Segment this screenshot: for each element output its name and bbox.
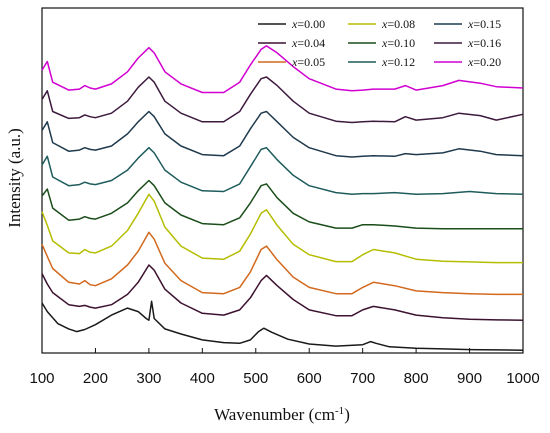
series-line-3 [41,193,523,264]
legend-label-8: x=0.20 [467,55,501,69]
x-tick-label-9: 1000 [506,370,539,387]
series-line-8 [41,45,524,94]
series-layer [41,45,524,351]
x-tick-label-3: 400 [190,370,215,387]
series-line-6 [41,110,524,158]
legend-label-4: x=0.10 [381,36,415,50]
x-tick-label-7: 800 [404,370,429,387]
legend-label-6: x=0.15 [467,17,501,31]
x-tick-label-8: 900 [457,370,482,387]
series-line-1 [41,264,524,321]
series-line-0 [41,300,524,351]
legend-label-1: x=0.04 [291,36,325,50]
series-line-7 [41,76,524,124]
legend-label-3: x=0.08 [381,17,415,31]
x-axis-title-end: ) [344,405,350,424]
legend-label-2: x=0.05 [291,55,325,69]
x-tick-label-0: 100 [29,370,54,387]
x-tick-label-1: 200 [83,370,108,387]
x-tick-label-6: 700 [350,370,375,387]
x-axis-title-main: Wavenumber (cm [214,405,335,424]
legend-label-5: x=0.12 [381,55,415,69]
x-tick-label-4: 500 [243,370,268,387]
plot-frame [41,7,524,354]
legend: x=0.00 x=0.04 x=0.05 x=0.08 x=0.10 x=0.12 x=0.… [258,17,501,69]
series-line-5 [41,146,524,196]
y-axis-title: Intensity (a.u.) [5,128,24,228]
x-axis-title: Wavenumber (cm-1) [214,405,350,424]
x-axis: 100 200 300 400 500 600 700 800 900 1000 [29,348,540,387]
legend-label-7: x=0.16 [467,36,501,50]
x-tick-label-5: 600 [297,370,322,387]
legend-label-0: x=0.00 [291,17,325,31]
series-line-4 [41,179,523,230]
x-axis-title-sup: -1 [335,405,344,417]
x-tick-label-2: 300 [136,370,161,387]
series-line-2 [41,231,523,296]
